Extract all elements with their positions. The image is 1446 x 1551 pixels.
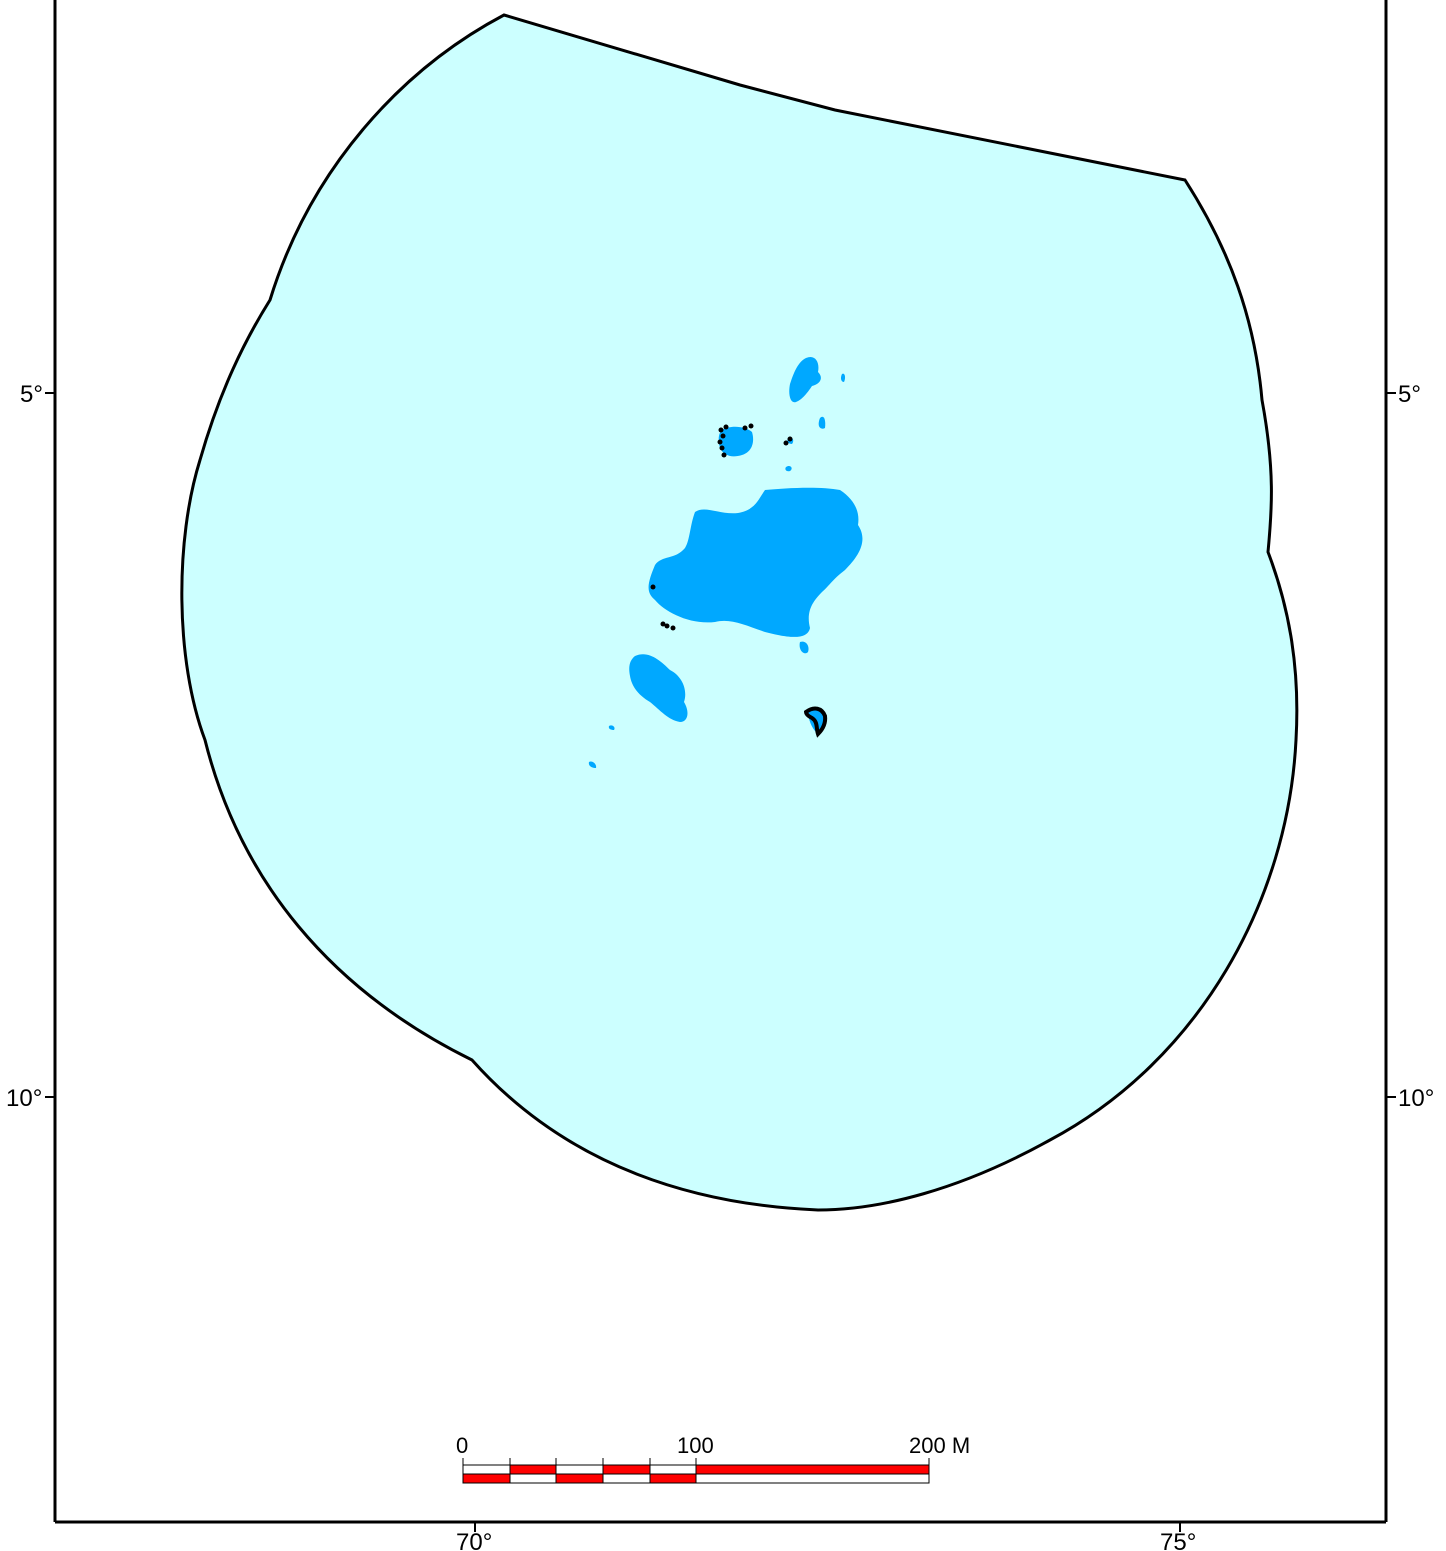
islet-5 bbox=[608, 725, 615, 730]
island-north-west bbox=[718, 426, 754, 457]
lat-label-5-left: 5° bbox=[20, 381, 43, 408]
islet-1 bbox=[818, 416, 826, 429]
scale-label-100: 100 bbox=[677, 1433, 714, 1458]
scale-label-200: 200 M bbox=[909, 1433, 970, 1458]
scale-label-0: 0 bbox=[456, 1433, 468, 1458]
island-main bbox=[648, 487, 863, 637]
islet-4 bbox=[785, 465, 792, 472]
island-north bbox=[789, 356, 821, 403]
reef-markers bbox=[650, 423, 793, 631]
map-frame bbox=[53, 0, 1388, 1524]
lat-label-5-right: 5° bbox=[1398, 381, 1421, 408]
islet-6 bbox=[588, 761, 597, 768]
islet-3 bbox=[840, 373, 846, 382]
scale-bar: 0 100 200 M bbox=[456, 1433, 970, 1484]
islands bbox=[588, 356, 863, 768]
graticule-ticks bbox=[45, 392, 1396, 1532]
lon-label-70: 70° bbox=[456, 1529, 492, 1551]
reef-outline-south bbox=[803, 706, 828, 738]
islet-2 bbox=[799, 641, 809, 654]
lat-label-10-left: 10° bbox=[6, 1085, 42, 1112]
island-south-west bbox=[629, 654, 688, 722]
lon-label-75: 75° bbox=[1160, 1529, 1196, 1551]
lat-label-10-right: 10° bbox=[1398, 1085, 1434, 1112]
